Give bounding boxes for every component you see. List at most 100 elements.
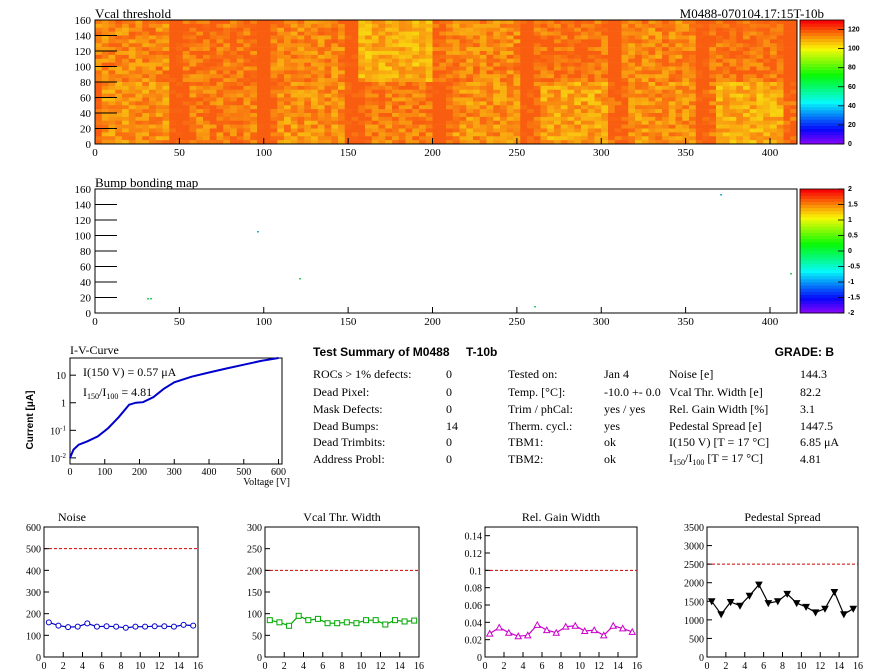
data-point	[764, 600, 773, 608]
data-point	[840, 611, 848, 619]
data-point	[514, 632, 523, 640]
x-tick-label: 4	[521, 661, 526, 672]
data-point	[55, 622, 62, 629]
metric-value: 82.2	[800, 385, 821, 399]
x-tick-label: 10	[575, 661, 585, 672]
condition-label: Therm. cycl.:	[508, 419, 572, 433]
module-id-label: M0488-070104.17:15T-10b	[680, 6, 824, 21]
data-point	[802, 603, 810, 611]
condition-label: Temp. [°C]:	[508, 385, 565, 399]
data-point	[132, 623, 139, 630]
data-point	[161, 623, 168, 630]
y-tick-label: 140	[75, 31, 92, 43]
x-tick-label: 6	[320, 661, 325, 672]
y-tick-label: 0	[699, 653, 704, 664]
iv-x-tick-label: 500	[236, 467, 251, 478]
metric-value: 144.3	[800, 367, 827, 381]
x-tick-label: 250	[509, 147, 526, 159]
x-tick-label: 6	[540, 661, 545, 672]
metric-label: Vcal Thr. Width [e]	[669, 385, 763, 399]
palette-tick-label: 0	[848, 141, 852, 148]
y-tick-label: 3500	[684, 523, 704, 534]
summary-chart-noise: Noise 0 100 200 300 400 500 600 0 2 4 6 8 10 12 14 16	[26, 510, 203, 672]
data-point	[151, 623, 158, 630]
data-point	[103, 623, 110, 630]
y-tick-label: 2500	[684, 560, 704, 571]
iv-xlabel: Voltage [V]	[243, 477, 290, 488]
y-tick-label: 150	[247, 588, 262, 599]
y-tick-label: 0	[86, 308, 92, 320]
x-tick-label: 0	[42, 661, 47, 672]
x-tick-label: 150	[340, 147, 357, 159]
data-point	[411, 617, 418, 624]
x-tick-label: 16	[414, 661, 424, 672]
condition-value: Jan 4	[604, 367, 629, 381]
summary-chart-title: Vcal Thr. Width	[303, 510, 380, 524]
palette-tick-label: 2	[848, 186, 852, 193]
condition-label: Tested on:	[508, 367, 557, 381]
summary-chart-title: Noise	[58, 510, 86, 524]
data-point	[599, 631, 608, 639]
metric-label: Rel. Gain Width [%]	[669, 402, 768, 416]
x-tick-label: 16	[853, 661, 863, 672]
data-point	[343, 619, 350, 626]
summary-rows: ROCs > 1% defects: Dead Pixel: Mask Defect…	[313, 367, 839, 466]
x-tick-label: 12	[376, 661, 386, 672]
data-point	[542, 626, 551, 634]
bump-map-title: Bump bonding map	[95, 175, 198, 190]
data-point	[65, 624, 72, 631]
x-tick-label: 400	[762, 147, 779, 159]
y-tick-label: 40	[80, 108, 92, 120]
data-point	[286, 622, 293, 629]
y-tick-label: 200	[247, 566, 262, 577]
iv-annotation-current: I(150 V) = 0.57 μA	[83, 365, 177, 379]
y-tick-label: 0.14	[465, 532, 483, 543]
data-point	[314, 615, 321, 622]
bump-map-axes: 0 50 100 150 200 250 300 350 4000204060801001201…	[75, 184, 779, 328]
summary-chart-pedestal-spread: Pedestal Spread 0 500 1000 1500 2000 2500 3000 3…	[684, 510, 863, 672]
iv-frame	[69, 357, 283, 465]
data-point	[552, 628, 561, 636]
summary-ratio-label: I150/I100 [T = 17 °C]	[669, 451, 763, 467]
defect-label: ROCs > 1% defects:	[313, 367, 411, 381]
condition-label: TBM2:	[508, 452, 543, 466]
y-tick-label: 20	[80, 124, 92, 136]
palette-tick-label: -1	[848, 279, 854, 286]
x-tick-label: 0	[92, 147, 98, 159]
data-point	[391, 617, 398, 624]
data-point	[485, 629, 494, 637]
data-point	[849, 605, 858, 613]
data-point	[830, 589, 839, 597]
y-tick-label: 0.06	[465, 601, 483, 612]
x-tick-label: 8	[340, 661, 345, 672]
y-tick-label: 20	[80, 293, 92, 305]
vcal-map-title: Vcal threshold	[95, 6, 172, 21]
x-tick-label: 50	[174, 147, 186, 159]
data-point	[736, 602, 744, 610]
iv-y-tick-label: 10-1	[50, 424, 66, 437]
x-tick-label: 8	[119, 661, 124, 672]
y-tick-label: 160	[75, 15, 92, 27]
y-tick-label: 60	[80, 93, 92, 105]
bump-map-frame	[94, 188, 798, 314]
y-tick-label: 1000	[684, 616, 704, 627]
x-tick-label: 0	[263, 661, 268, 672]
series-line	[489, 624, 633, 637]
condition-value: ok	[604, 452, 616, 466]
x-tick-label: 8	[780, 661, 785, 672]
dead-bump-marker	[790, 273, 792, 275]
x-tick-label: 2	[282, 661, 287, 672]
x-tick-label: 12	[594, 661, 604, 672]
x-tick-label: 4	[301, 661, 306, 672]
y-tick-label: 160	[75, 184, 92, 196]
iv-y-tick-label: 10-2	[50, 452, 66, 465]
y-tick-label: 0.1	[470, 566, 483, 577]
iv-x-tick-label: 300	[167, 467, 182, 478]
series-line	[269, 615, 415, 627]
summary-chart-frame	[43, 526, 199, 658]
data-point	[113, 623, 120, 630]
defect-value: 0	[446, 385, 452, 399]
palette-tick-label: -2	[848, 310, 854, 317]
summary-chart-title: Pedestal Spread	[744, 510, 820, 524]
